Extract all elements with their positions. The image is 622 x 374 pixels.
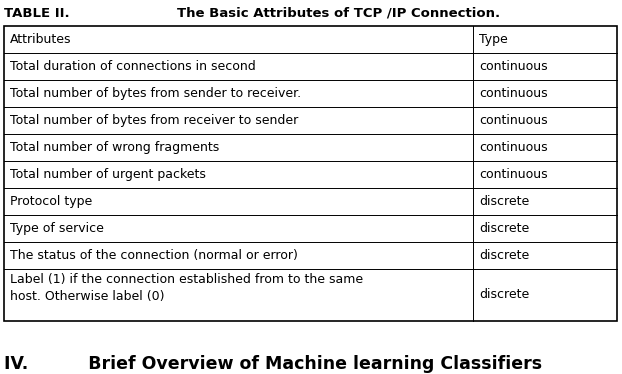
- Bar: [4, 26, 617, 321]
- Text: continuous: continuous: [479, 60, 547, 73]
- Text: Total number of bytes from sender to receiver.: Total number of bytes from sender to rec…: [10, 87, 301, 100]
- Text: Type of service: Type of service: [10, 222, 104, 235]
- Text: continuous: continuous: [479, 87, 547, 100]
- Text: Protocol type: Protocol type: [10, 195, 92, 208]
- Text: TABLE II.: TABLE II.: [4, 6, 70, 19]
- Text: Total duration of connections in second: Total duration of connections in second: [10, 60, 256, 73]
- Text: The Basic Attributes of TCP /IP Connection.: The Basic Attributes of TCP /IP Connecti…: [177, 6, 500, 19]
- Text: Attributes: Attributes: [10, 33, 72, 46]
- Text: IV.          Brief Overview of Machine learning Classifiers: IV. Brief Overview of Machine learning C…: [4, 355, 542, 373]
- Text: Label (1) if the connection established from to the same
host. Otherwise label (: Label (1) if the connection established …: [10, 273, 363, 303]
- Text: discrete: discrete: [479, 288, 529, 301]
- Text: Type: Type: [479, 33, 508, 46]
- Text: discrete: discrete: [479, 195, 529, 208]
- Text: discrete: discrete: [479, 249, 529, 262]
- Text: continuous: continuous: [479, 168, 547, 181]
- Text: The status of the connection (normal or error): The status of the connection (normal or …: [10, 249, 298, 262]
- Text: Total number of wrong fragments: Total number of wrong fragments: [10, 141, 219, 154]
- Text: continuous: continuous: [479, 141, 547, 154]
- Text: Total number of bytes from receiver to sender: Total number of bytes from receiver to s…: [10, 114, 299, 127]
- Text: Total number of urgent packets: Total number of urgent packets: [10, 168, 206, 181]
- Text: discrete: discrete: [479, 222, 529, 235]
- Text: continuous: continuous: [479, 114, 547, 127]
